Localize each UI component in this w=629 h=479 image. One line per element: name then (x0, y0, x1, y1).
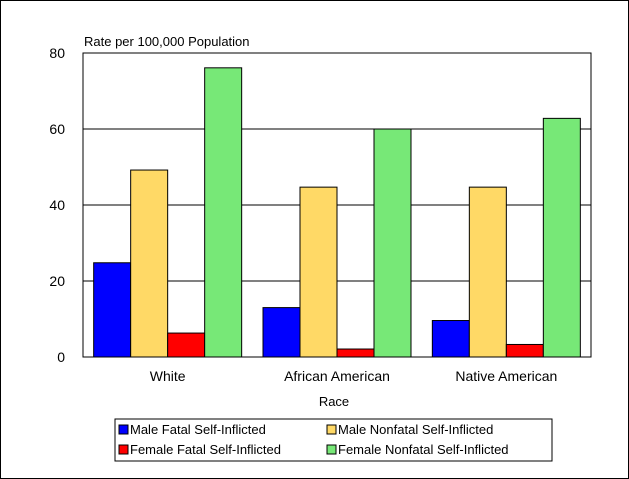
plot-area (82, 52, 592, 358)
x-tick-labels: White African American Native American (150, 368, 558, 384)
legend-swatch (118, 444, 129, 455)
y-tick-labels: 0 20 40 60 80 (49, 45, 65, 365)
bar (299, 186, 338, 358)
legend-swatch (326, 424, 337, 435)
bar (262, 307, 301, 358)
bar (336, 348, 375, 358)
legend-label: Male Nonfatal Self-Inflicted (338, 422, 493, 437)
axes (82, 52, 592, 358)
bars (93, 67, 581, 358)
legend-swatch (326, 444, 337, 455)
y-tick-label: 60 (49, 121, 65, 137)
bar (373, 128, 412, 358)
y-tick-label: 80 (49, 45, 65, 61)
y-tick-label: 20 (49, 273, 65, 289)
bar (167, 332, 206, 358)
bar (505, 343, 544, 358)
bar (93, 262, 132, 358)
bar (431, 320, 470, 358)
y-tick-label: 0 (57, 349, 65, 365)
legend-label: Male Fatal Self-Inflicted (130, 422, 266, 437)
y-axis-label: Rate per 100,000 Population (84, 34, 250, 49)
x-tick-label: Native American (455, 368, 557, 384)
bar (204, 67, 243, 358)
x-axis-label: Race (319, 394, 349, 409)
bar (542, 117, 581, 358)
bar (130, 169, 169, 358)
x-tick-label: White (150, 368, 186, 384)
x-tick-label: African American (284, 368, 390, 384)
legend-label: Female Fatal Self-Inflicted (130, 442, 281, 457)
legend: Male Fatal Self-Inflicted Male Nonfatal S… (114, 418, 553, 462)
legend-label: Female Nonfatal Self-Inflicted (338, 442, 509, 457)
legend-swatch (118, 424, 129, 435)
y-tick-label: 40 (49, 197, 65, 213)
bar (468, 186, 507, 358)
